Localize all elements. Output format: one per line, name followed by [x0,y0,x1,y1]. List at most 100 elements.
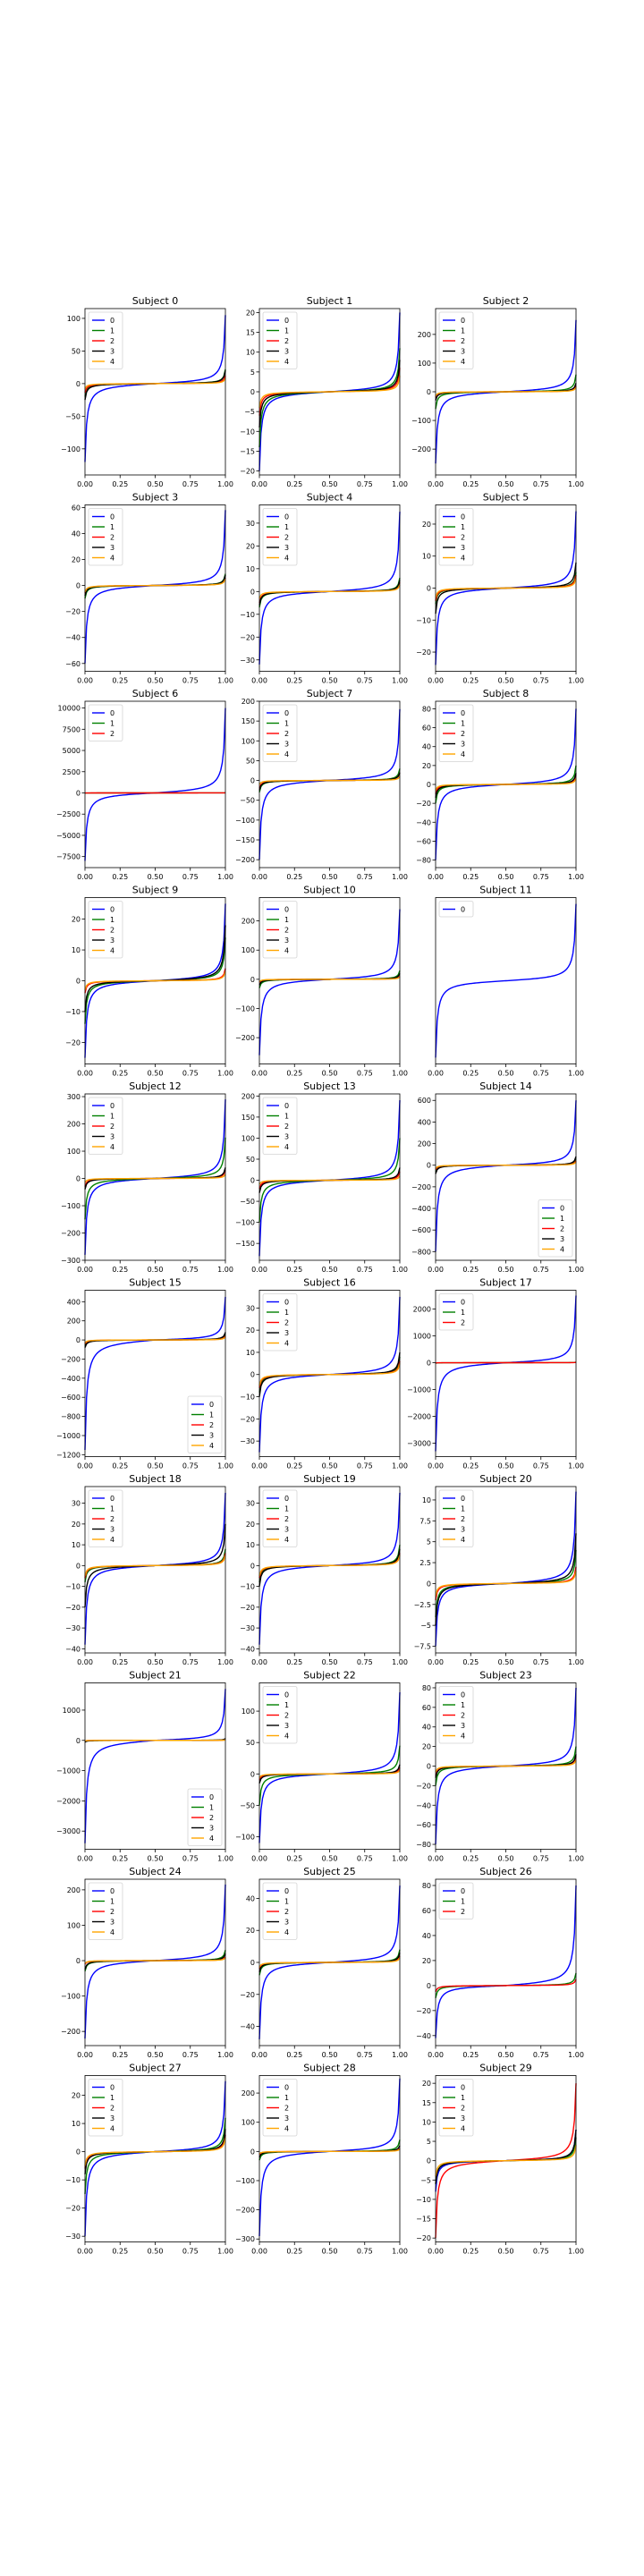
y-tick-label: 50 [246,757,255,765]
y-tick-label: −60 [65,660,80,668]
y-tick-label: 20 [246,1521,255,1529]
y-tick-label: 0 [76,1957,80,1965]
subplot-title: Subject 9 [132,885,179,896]
y-tick-label: 100 [242,2119,255,2127]
x-tick-label: 1.00 [217,873,233,881]
legend-label: 4 [284,1536,289,1544]
y-tick-label: −2000 [407,1413,431,1421]
legend-box [88,1489,123,1547]
y-tick-label: 80 [422,1882,431,1890]
y-tick-label: 5 [427,2138,431,2146]
y-tick-label: −100 [235,1833,255,1841]
x-tick-label: 0.75 [182,677,199,685]
x-tick-label: 0.25 [462,1462,479,1470]
legend-label: 0 [110,1495,114,1503]
y-tick-label: 20 [422,521,431,529]
legend-box [262,311,298,369]
legend-label: 1 [461,1505,465,1513]
subplot-14: Subject 14 0.00 0.25 0.50 0.75 1.00 −800 −600 −4… [411,1080,584,1274]
x-tick-label: 0.50 [498,1070,514,1078]
legend-label: 1 [110,523,114,531]
y-tick-label: 0 [427,1982,431,1990]
x-tick-label: 0.00 [251,1266,267,1274]
legend-box [88,1097,123,1155]
y-tick-label: −20 [240,633,255,641]
legend: 0 [438,901,474,918]
series-line-4 [435,778,577,791]
legend-label: 0 [461,1495,465,1503]
subplot-title: Subject 22 [303,1670,356,1682]
x-tick-label: 0.25 [286,1462,302,1470]
legend-label: 0 [284,2084,289,2092]
x-tick-label: 0.75 [533,1855,549,1863]
y-tick-label: 20 [246,309,255,317]
x-tick-label: 1.00 [568,2051,584,2059]
x-tick-label: 1.00 [568,480,584,488]
legend-label: 2 [461,1319,465,1327]
x-tick-label: 0.50 [322,480,338,488]
x-tick-label: 0.50 [322,1070,338,1078]
legend-label: 0 [209,1401,214,1409]
y-tick-label: 0 [250,1562,255,1570]
x-tick-label: 0.00 [428,480,444,488]
series-line-4 [258,976,401,983]
y-tick-label: −60 [416,1821,431,1829]
y-tick-label: −1200 [56,1451,80,1459]
y-tick-label: −50 [240,797,255,805]
y-tick-label: 1000 [413,1333,431,1341]
legend-label: 1 [284,523,289,531]
x-tick-label: 0.00 [428,1266,444,1274]
legend-label: 1 [284,327,289,335]
x-tick-label: 0.75 [357,873,373,881]
legend-label: 4 [110,947,114,955]
subplot-title: Subject 24 [129,1866,182,1877]
y-tick-label: −50 [240,1198,255,1206]
subplot-19: Subject 19 0.00 0.25 0.50 0.75 1.00 −40 −30 −20 −… [240,1473,408,1666]
y-tick-label: −3000 [407,1440,431,1448]
y-tick-label: 400 [67,1298,80,1306]
legend-label: 4 [110,2125,114,2133]
legend-label: 1 [284,916,289,924]
y-tick-label: −100 [61,445,80,453]
y-tick-label: 0 [76,1737,80,1745]
y-tick-label: −1000 [56,1432,80,1440]
y-tick-label: −100 [61,1202,80,1210]
x-tick-label: 0.00 [77,1070,93,1078]
x-tick-label: 0.75 [182,2248,199,2256]
legend-label: 4 [461,2125,465,2133]
legend-label: 3 [461,741,465,749]
y-tick-label: −20 [65,608,80,616]
y-tick-label: 0 [250,1177,255,1185]
y-tick-label: −300 [61,1257,80,1265]
legend-label: 1 [110,1898,114,1906]
series-line-3 [258,580,401,606]
y-tick-label: 0 [427,2157,431,2165]
x-tick-label: 0.25 [112,1070,128,1078]
x-tick-label: 0.75 [357,480,373,488]
x-tick-label: 0.25 [462,1266,479,1274]
x-tick-label: 0.00 [77,480,93,488]
legend-label: 1 [110,327,114,335]
legend-label: 3 [110,1526,114,1534]
subplot-17: Subject 17 0.00 0.25 0.50 0.75 1.00 −3000 −2000… [407,1277,584,1470]
y-tick-label: 200 [418,331,431,339]
legend-label: 2 [284,1908,289,1916]
y-tick-label: −20 [240,468,255,476]
x-tick-label: 0.75 [357,1855,373,1863]
x-tick-label: 1.00 [217,677,233,685]
subplot-title: Subject 19 [303,1473,356,1485]
x-tick-label: 1.00 [568,873,584,881]
legend-box [262,1686,298,1744]
y-tick-label: 50 [246,1739,255,1747]
series-line-4 [84,1174,226,1183]
series-line-4 [84,1555,226,1577]
y-tick-label: −200 [235,1034,255,1042]
y-tick-label: 10 [72,946,80,954]
subplot-title: Subject 1 [307,295,353,307]
subplot-title: Subject 5 [483,492,530,504]
y-tick-label: −10 [240,1394,255,1402]
